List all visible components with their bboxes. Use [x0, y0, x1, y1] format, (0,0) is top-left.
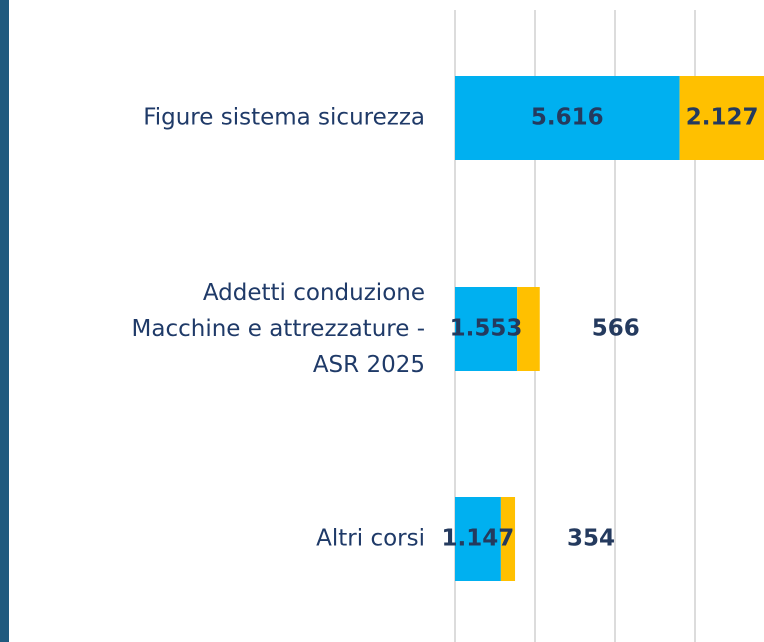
value-label: 1.553 [450, 316, 523, 342]
bar-segment [517, 287, 540, 371]
side-border [0, 0, 9, 642]
category-label: Addetti conduzione Macchine e attrezzatur… [132, 280, 425, 378]
bar-segment [455, 497, 501, 581]
value-label: 1.147 [442, 526, 515, 552]
value-label: 2.127 [686, 105, 759, 131]
value-label: 354 [567, 526, 615, 552]
category-label: Altri corsi [316, 526, 425, 552]
category-label: Figure sistema sicurezza [143, 105, 425, 131]
bar-segment [455, 287, 518, 371]
bar-segment [500, 497, 516, 581]
value-label: 566 [592, 316, 640, 342]
bar-segment [679, 76, 764, 160]
bar-segment [455, 76, 680, 160]
value-label: 5.616 [531, 105, 604, 131]
